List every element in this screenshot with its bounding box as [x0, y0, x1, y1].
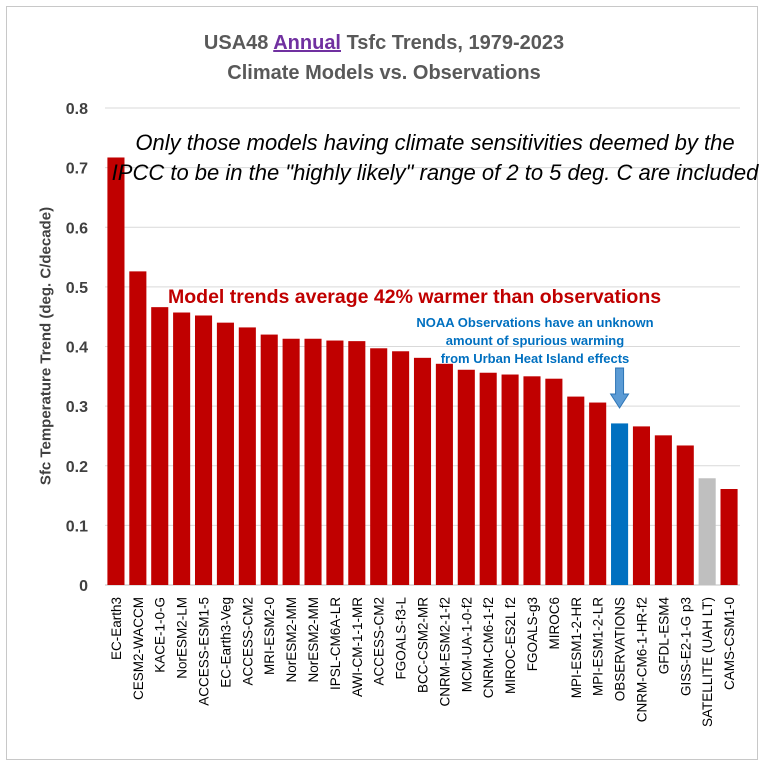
- x-tick-label: ACCESS-CM2: [240, 597, 255, 686]
- x-tick-label: BCC-CSM2-MR: [416, 597, 431, 693]
- model-bar: [457, 369, 475, 585]
- x-tick-label: SATELLITE (UAH LT): [700, 597, 715, 727]
- x-tick-label: EC-Earth3: [109, 597, 124, 660]
- y-tick-label: 0.2: [66, 459, 88, 476]
- x-tick-label: AWI-CM-1-1-MR: [350, 597, 365, 697]
- x-tick-label: CNRM-ESM2-1-f2: [437, 597, 452, 707]
- model-bar: [216, 322, 234, 585]
- chart-title-line1: USA48 Annual Tsfc Trends, 1979-2023: [0, 32, 768, 55]
- x-tick-label: MPI-ESM1-2-LR: [591, 597, 606, 696]
- y-tick-label: 0.4: [66, 340, 88, 357]
- chart-frame: [6, 6, 758, 760]
- x-tick-label: ACCESS-CM2: [372, 597, 387, 686]
- x-tick-label: EC-Earth3-Veg: [218, 597, 233, 688]
- x-tick-label: MPI-ESM1-2-HR: [569, 597, 584, 699]
- x-tick-label: MIROC-ES2L f2: [503, 597, 518, 694]
- x-tick-label: CNRM-CM6-1-HR-f2: [634, 597, 649, 722]
- model-bar: [676, 445, 694, 585]
- model-bar: [523, 376, 541, 585]
- x-tick-label: GISS-E2-1-G p3: [678, 597, 693, 696]
- y-tick-label: 0.7: [66, 161, 88, 178]
- x-tick-label: OBSERVATIONS: [613, 597, 628, 701]
- y-tick-label: 0.6: [66, 220, 88, 237]
- title-suffix: Tsfc Trends, 1979-2023: [346, 32, 565, 54]
- model-bar: [632, 426, 651, 585]
- y-tick-label: 0.8: [66, 101, 88, 118]
- y-axis-label: Sfc Temperature Trend (deg. C/decade): [37, 206, 55, 486]
- arrow-shape: [609, 367, 630, 409]
- x-tick-label: ACCESS-ESM1-5: [197, 597, 212, 706]
- model-bar: [173, 312, 191, 585]
- y-tick-label: 0.5: [66, 280, 88, 297]
- model-bar: [282, 338, 300, 585]
- noaa-note-line1: NOAA Observations have an unknown: [416, 315, 654, 330]
- observations-arrow-icon: [609, 367, 630, 409]
- x-tick-labels: EC-Earth3 CESM2-WACCM KACE-1-0-G NorESM2-LM…: [109, 597, 737, 728]
- model-bar: [501, 374, 519, 585]
- y-tick-label: 0.1: [66, 518, 88, 535]
- model-bar: [151, 307, 169, 585]
- x-tick-label: CNRM-CM6-1-f2: [481, 597, 496, 698]
- model-bar: [654, 435, 672, 585]
- model-bar: [589, 402, 607, 585]
- model-bar: [238, 327, 256, 585]
- model-bar: [260, 334, 278, 585]
- average-note: Model trends average 42% warmer than obs…: [168, 286, 662, 308]
- x-tick-label: CESM2-WACCM: [131, 597, 146, 700]
- sensitivity-note: Only those models having climate sensiti…: [111, 130, 759, 185]
- x-tick-label: KACE-1-0-G: [153, 597, 168, 673]
- model-bar: [435, 363, 453, 585]
- x-tick-label: FGOALS-g3: [525, 597, 540, 671]
- model-bar: [545, 378, 563, 585]
- model-bar: [348, 341, 366, 585]
- model-bar: [326, 340, 344, 585]
- model-bar: [413, 357, 432, 585]
- noaa-note-line3: from Urban Heat Island effects: [440, 351, 630, 366]
- x-tick-label: NorESM2-MM: [306, 597, 321, 683]
- model-bar: [479, 372, 497, 585]
- observations-bar: [611, 423, 629, 585]
- x-tick-label: MIROC6: [547, 597, 562, 650]
- model-bar: [720, 489, 738, 585]
- model-bar: [567, 396, 585, 585]
- x-tick-label: GFDL-ESM4: [656, 597, 671, 675]
- noaa-note: NOAA Observations have an unknown amount…: [380, 314, 690, 368]
- x-tick-label: CAMS-CSM1-0: [722, 597, 737, 690]
- title-prefix: USA48: [203, 32, 269, 54]
- x-tick-label: NorESM2-MM: [284, 597, 299, 683]
- x-tick-label: FGOALS-f3-L: [394, 597, 409, 680]
- x-tick-label: MCM-UA-1-0-f2: [459, 597, 474, 692]
- y-tick-label: 0: [79, 578, 88, 595]
- x-tick-label: IPSL-CM6A-LR: [328, 597, 343, 690]
- x-tick-label: NorESM2-LM: [175, 597, 190, 679]
- x-tick-label: MRI-ESM2-0: [262, 597, 277, 675]
- title-highlight: Annual: [273, 32, 341, 54]
- chart-title-line2: Climate Models vs. Observations: [227, 62, 541, 84]
- model-bar: [107, 157, 125, 585]
- model-bar: [304, 338, 322, 585]
- model-bar: [392, 351, 410, 585]
- satellite-bar: [698, 478, 716, 585]
- noaa-note-line2: amount of spurious warming: [445, 333, 625, 348]
- bars: [107, 157, 738, 585]
- y-tick-label: 0.3: [66, 399, 88, 416]
- y-tick-labels: 0 0.1 0.2 0.3 0.4 0.5 0.6 0.7 0.8: [66, 101, 88, 595]
- model-bar: [370, 348, 388, 585]
- model-bar: [129, 271, 147, 585]
- model-bar: [194, 315, 213, 585]
